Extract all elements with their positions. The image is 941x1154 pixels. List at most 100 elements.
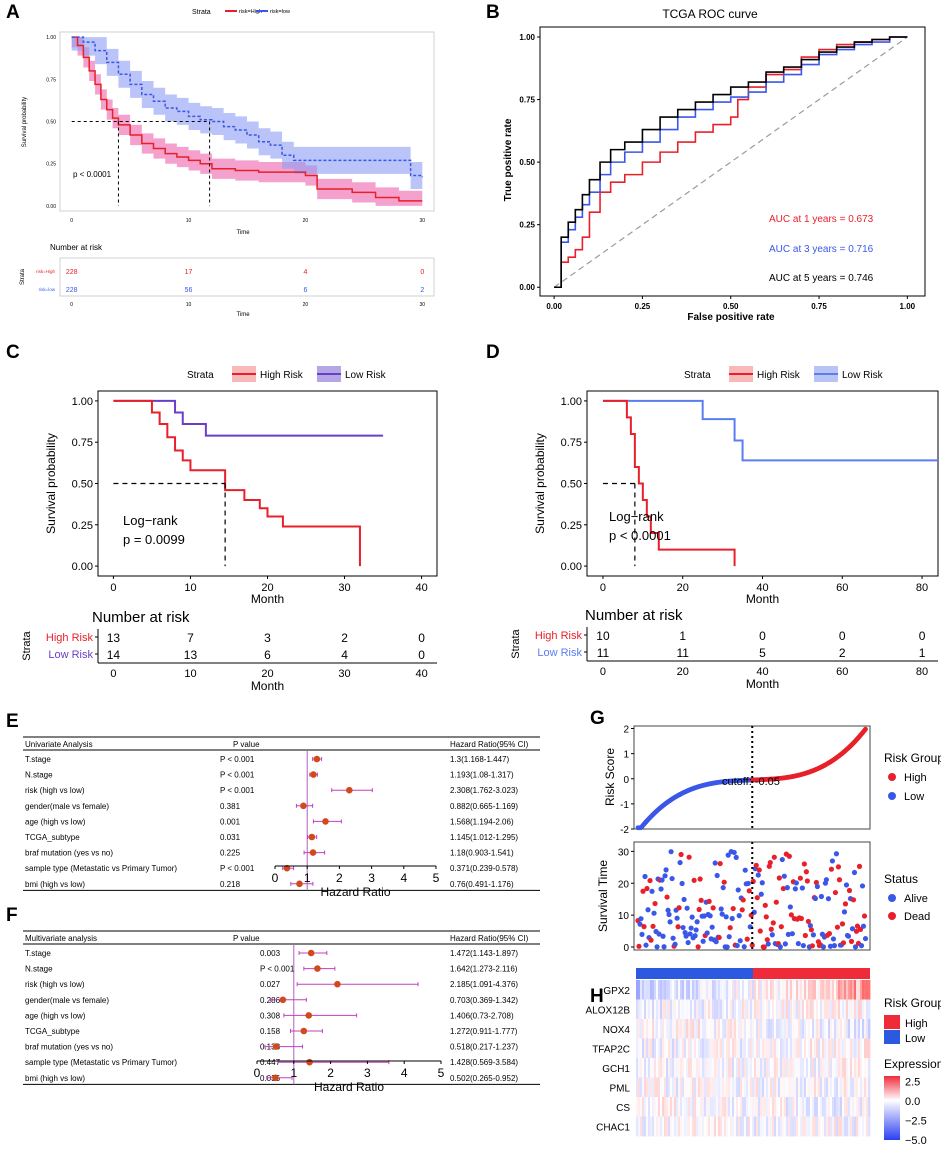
panel-c-ylabel: Survival probability	[44, 433, 58, 534]
panel-c-risk-count: 13	[184, 648, 198, 662]
panel-h-heatmap-cell	[840, 1038, 843, 1059]
panel-h-heatmap-cell	[678, 1038, 681, 1059]
panel-h-heatmap-cell	[852, 1038, 855, 1059]
panel-h-heatmap-cell	[650, 1097, 653, 1117]
panel-h-heatmap-cell	[816, 1097, 819, 1117]
panel-g-survival-point	[778, 924, 784, 930]
panel-h-group-bar-high	[753, 968, 870, 979]
panel-h-heatmap-cell	[734, 1038, 737, 1059]
panel-h-heatmap-cell	[670, 999, 673, 1020]
panel-h-heatmap-cell	[766, 1038, 769, 1059]
panel-g-survival-point	[685, 939, 691, 946]
panel-h-heatmap-cell	[664, 1019, 667, 1039]
panel-h-heatmap-cell	[680, 980, 683, 1000]
panel-h-heatmap-cell	[764, 980, 767, 1000]
panel-h-heatmap-cell	[780, 1038, 783, 1059]
panel-h-heatmap-cell	[752, 999, 755, 1020]
panel-h-heatmap-cell	[858, 1097, 861, 1117]
panel-h-heatmap-cell	[658, 1038, 661, 1059]
panel-h-heatmap-cell	[782, 980, 785, 1000]
panel-h-heatmap-cell	[828, 1019, 831, 1039]
panel-h-heatmap-cell	[706, 1116, 709, 1137]
panel-h-heatmap-cell	[674, 999, 677, 1020]
panel-g-legend1-title: Risk Group	[884, 751, 941, 765]
panel-g-survival-point	[704, 930, 710, 936]
panel-h-heatmap-cell	[656, 1097, 659, 1117]
panel-h-heatmap-cell	[728, 1097, 731, 1117]
panel-c-risk-count: 3	[264, 631, 271, 645]
panel-h-heatmap-cell	[834, 980, 837, 1000]
panel-h-heatmap-cell	[646, 1077, 649, 1098]
panel-g-survival-point	[807, 923, 813, 929]
panel-g-top-ytick-label: 2	[623, 725, 629, 736]
panel-h-heatmap-cell	[828, 980, 831, 1000]
panel-h-heatmap-cell	[712, 1077, 715, 1098]
panel-h-heatmap-cell	[788, 999, 791, 1020]
panel-h-heatmap-cell	[734, 1019, 737, 1039]
panel-h-heatmap-cell	[672, 1116, 675, 1137]
panel-h-heatmap-cell	[730, 1038, 733, 1059]
panel-a-risk-row-name: risk=High	[36, 269, 55, 274]
panel-h-heatmap-cell	[636, 1097, 639, 1117]
panel-h-heatmap-cell	[822, 1038, 825, 1059]
panel-h-heatmap-cell	[796, 1058, 799, 1078]
panel-h-heatmap-cell	[642, 1116, 645, 1137]
panel-h-heatmap-cell	[690, 1038, 693, 1059]
panel-h-heatmap-cell	[688, 1097, 691, 1117]
panel-h-heatmap-cell	[848, 980, 851, 1000]
panel-h-heatmap-cell	[686, 1097, 689, 1117]
panel-h-heatmap-cell	[642, 999, 645, 1020]
panel-e-header-analysis: Univariate Analysis	[25, 740, 93, 749]
panel-h-heatmap-cell	[798, 1097, 801, 1117]
panel-h-heatmap-cell	[676, 999, 679, 1020]
panel-g-survival-point	[654, 944, 660, 950]
panel-h-heatmap-cell	[720, 1058, 723, 1078]
panel-h-heatmap-cell	[796, 1116, 799, 1137]
panel-a-xtick-label: 0	[70, 218, 73, 224]
panel-h-heatmap-cell	[770, 1116, 773, 1137]
panel-h-heatmap-cell	[802, 1077, 805, 1098]
panel-h-heatmap-cell	[728, 1116, 731, 1137]
panel-h-heatmap-cell	[664, 999, 667, 1020]
panel-h-heatmap-cell	[806, 1116, 809, 1137]
panel-h-heatmap-cell	[660, 1038, 663, 1059]
panel-h-heatmap-cell	[696, 980, 699, 1000]
panel-g-survival-point	[681, 896, 687, 903]
panel-h-heatmap-cell	[642, 1058, 645, 1078]
panel-h-heatmap-cell	[774, 1058, 777, 1078]
panel-h-heatmap-cell	[862, 1058, 865, 1078]
panel-h-heatmap-cell	[646, 999, 649, 1020]
panel-h-heatmap-cell	[674, 1058, 677, 1078]
panel-h-heatmap-cell	[758, 1116, 761, 1137]
panel-h-heatmap-cell	[716, 1077, 719, 1098]
panel-h-heatmap-cell	[648, 1097, 651, 1117]
panel-g-survival-point	[762, 902, 768, 908]
panel-h-heatmap-cell	[738, 1058, 741, 1078]
panel-h-heatmap-cell	[670, 1116, 673, 1137]
panel-g-bottom-ytick-label: 0	[623, 943, 629, 954]
panel-f-row-hr-text: 0.703(0.369-1.342)	[450, 996, 518, 1005]
panel-d-km-curve-high	[602, 399, 736, 567]
panel-b-ylabel: True positive rate	[503, 118, 514, 201]
panel-h-heatmap-cell	[742, 1097, 745, 1117]
panel-a-pvalue: p < 0.0001	[73, 170, 112, 179]
panel-h-heatmap-cell	[710, 1038, 713, 1059]
panel-c-risk-count: 0	[418, 631, 425, 645]
panel-h-heatmap-cell	[858, 1019, 861, 1039]
panel-h-heatmap-cell	[764, 1058, 767, 1078]
panel-h-heatmap-cell	[732, 1038, 735, 1059]
panel-h-heatmap-cell	[700, 1097, 703, 1117]
panel-g-survival-point	[660, 933, 666, 939]
panel-h-heatmap-cell	[776, 980, 779, 1000]
panel-d-xlabel: Month	[746, 592, 779, 606]
panel-h-heatmap-cell	[800, 1097, 803, 1117]
panel-g-survival-point	[659, 877, 665, 883]
panel-h-heatmap-cell	[840, 1019, 843, 1039]
panel-h-heatmap-cell	[742, 999, 745, 1020]
panel-h-heatmap-cell	[656, 1058, 659, 1078]
panel-h-heatmap-cell	[800, 980, 803, 1000]
panel-h-heatmap-cell	[704, 1058, 707, 1078]
panel-c-risk-count: 4	[341, 648, 348, 662]
panel-h-heatmap-cell	[658, 980, 661, 1000]
panel-h-heatmap-cell	[822, 1019, 825, 1039]
